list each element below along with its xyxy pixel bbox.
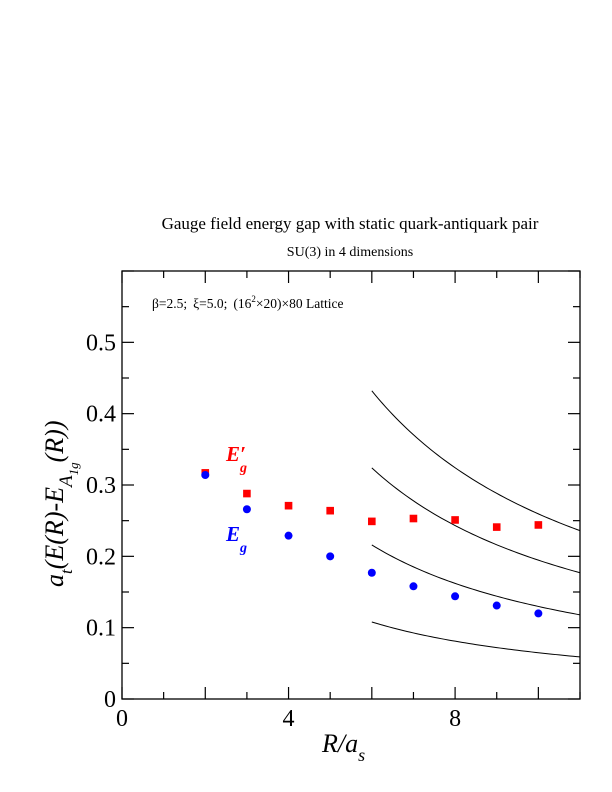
series-label-eg: Eg <box>225 522 247 556</box>
data-point-eg <box>201 471 210 480</box>
data-point-eg <box>409 582 418 591</box>
data-point-eg <box>534 609 543 618</box>
plot-frame <box>121 270 581 700</box>
data-point-eg-prime <box>409 514 418 523</box>
data-point-eg <box>451 592 460 601</box>
data-points <box>201 469 543 618</box>
y-tick-label: 0.3 <box>86 473 116 499</box>
axis-ticks: 0 4 8 0 0.1 0.2 0.3 0.4 0.5 <box>86 270 581 732</box>
data-point-eg-prime <box>492 523 501 531</box>
data-point-eg <box>326 552 335 561</box>
data-point-eg-prime <box>243 489 251 498</box>
y-tick-label: 0.2 <box>86 544 116 570</box>
x-tick-label: 8 <box>449 706 461 732</box>
y-tick-label: 0.4 <box>86 402 116 428</box>
data-point-eg-prime <box>368 517 376 526</box>
data-point-eg-prime <box>534 521 543 529</box>
data-point-eg-prime <box>451 516 459 524</box>
x-tick-label: 4 <box>283 706 295 732</box>
y-tick-label: 0.5 <box>86 330 116 356</box>
lattice-annotation: β=2.5; ξ=5.0; (162×20)×80 Lattice <box>152 294 343 311</box>
chart-subtitle: SU(3) in 4 dimensions <box>287 245 413 260</box>
reference-curve <box>371 621 581 658</box>
data-point-eg-prime <box>326 506 334 515</box>
data-point-eg-prime <box>284 501 293 510</box>
reference-curve <box>371 390 581 532</box>
reference-curves <box>371 390 581 658</box>
series-label-eg-prime: E′ g <box>225 442 247 476</box>
reference-curve <box>371 467 581 574</box>
reference-curve <box>371 544 581 616</box>
y-axis-label: at(E(R)-EA1g(R)) <box>40 421 81 587</box>
data-point-eg <box>492 601 501 610</box>
x-tick-label: 0 <box>116 706 128 732</box>
data-point-eg <box>284 531 293 540</box>
data-point-eg <box>367 568 376 577</box>
chart-title: Gauge field energy gap with static quark… <box>162 214 539 233</box>
x-axis-label: R/as <box>321 729 365 765</box>
y-tick-label: 0 <box>104 687 116 713</box>
y-tick-label: 0.1 <box>86 616 116 642</box>
data-point-eg <box>242 505 251 514</box>
